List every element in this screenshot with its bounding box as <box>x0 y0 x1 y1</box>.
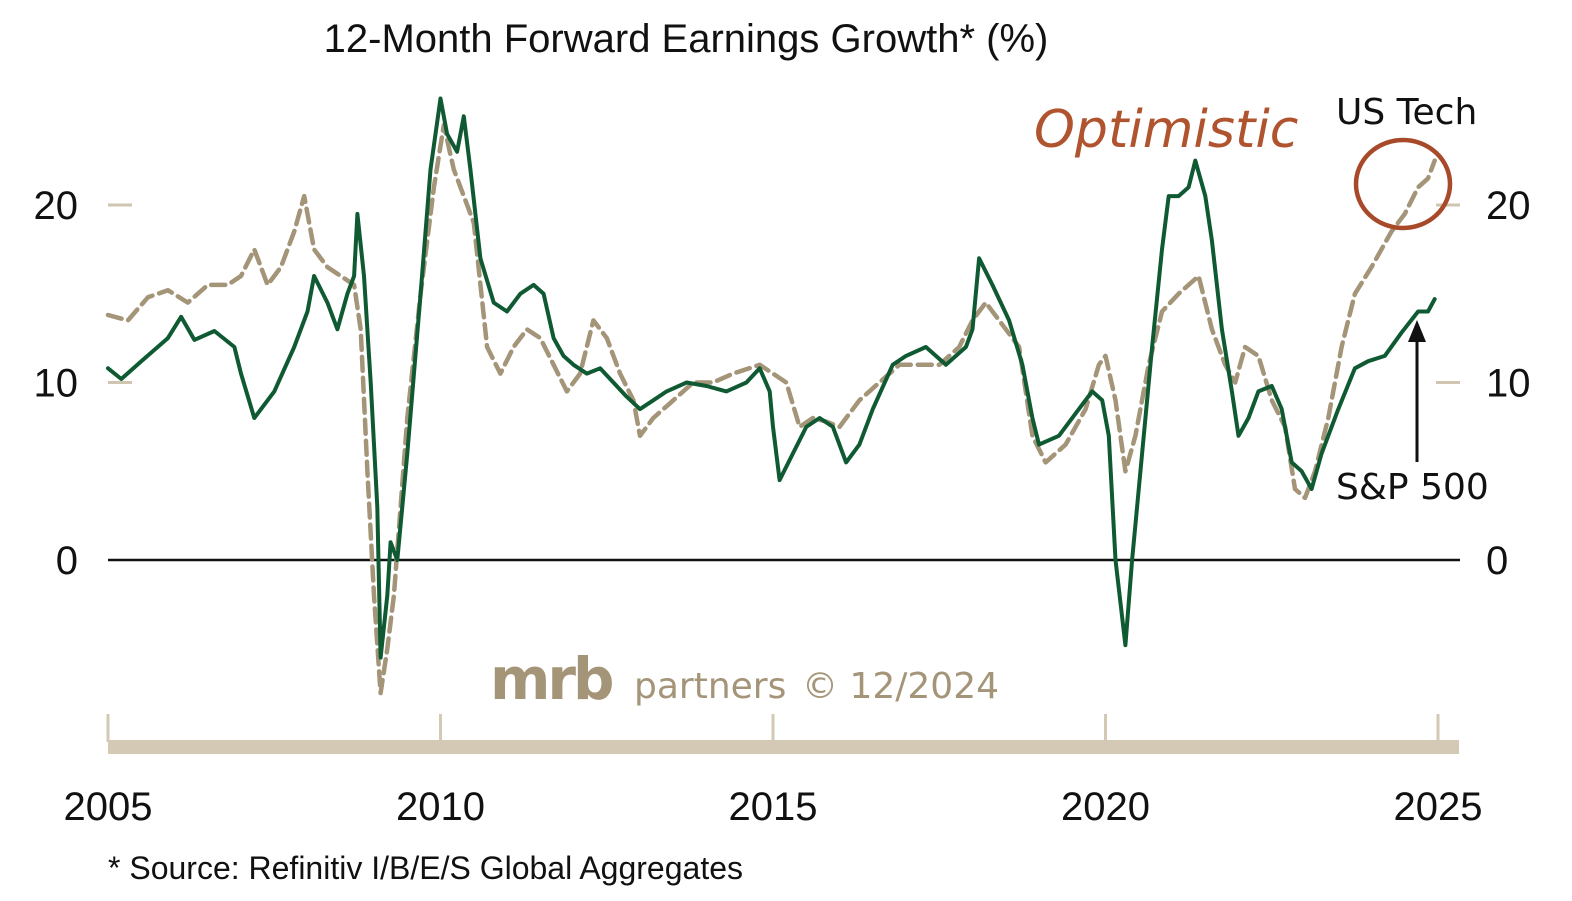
series-layer <box>105 96 1437 696</box>
highlight-circle <box>1353 137 1453 231</box>
y-tick-label-left: 0 <box>56 539 78 583</box>
x-tick-label: 2010 <box>396 785 485 829</box>
footnote: * Source: Refinitiv I/B/E/S Global Aggre… <box>108 850 743 886</box>
x-tick-label: 2020 <box>1061 785 1150 829</box>
watermark-suffix: partners <box>634 666 786 707</box>
x-tick-label: 2015 <box>729 785 818 829</box>
us-tech-label: US Tech <box>1336 92 1477 133</box>
series-line-sp500 <box>106 96 1437 660</box>
series-line-us-tech <box>105 122 1437 696</box>
watermark: mrb partners © 12/2024 <box>490 645 999 713</box>
y-tick-label-left: 10 <box>34 362 79 406</box>
watermark-date: © 12/2024 <box>802 666 999 707</box>
y-tick-label-right: 10 <box>1486 362 1531 406</box>
watermark-brand: mrb <box>490 645 612 713</box>
y-tick-label-right: 20 <box>1486 184 1531 228</box>
x-axis-band <box>108 740 1459 754</box>
y-tick-label-left: 20 <box>34 184 79 228</box>
chart-title: 12-Month Forward Earnings Growth* (%) <box>324 17 1049 61</box>
sp500-label: S&P 500 <box>1336 467 1489 508</box>
x-axis: 2005 2010 2015 2020 2025 <box>64 714 1483 829</box>
y-axis-ticks: 0 10 20 0 10 20 <box>34 184 1531 583</box>
optimistic-label: Optimistic <box>1034 100 1298 160</box>
y-tick-label-right: 0 <box>1486 539 1508 583</box>
x-tick-label: 2005 <box>64 785 153 829</box>
sp500-arrow <box>1408 320 1426 462</box>
x-tick-label: 2025 <box>1394 785 1483 829</box>
